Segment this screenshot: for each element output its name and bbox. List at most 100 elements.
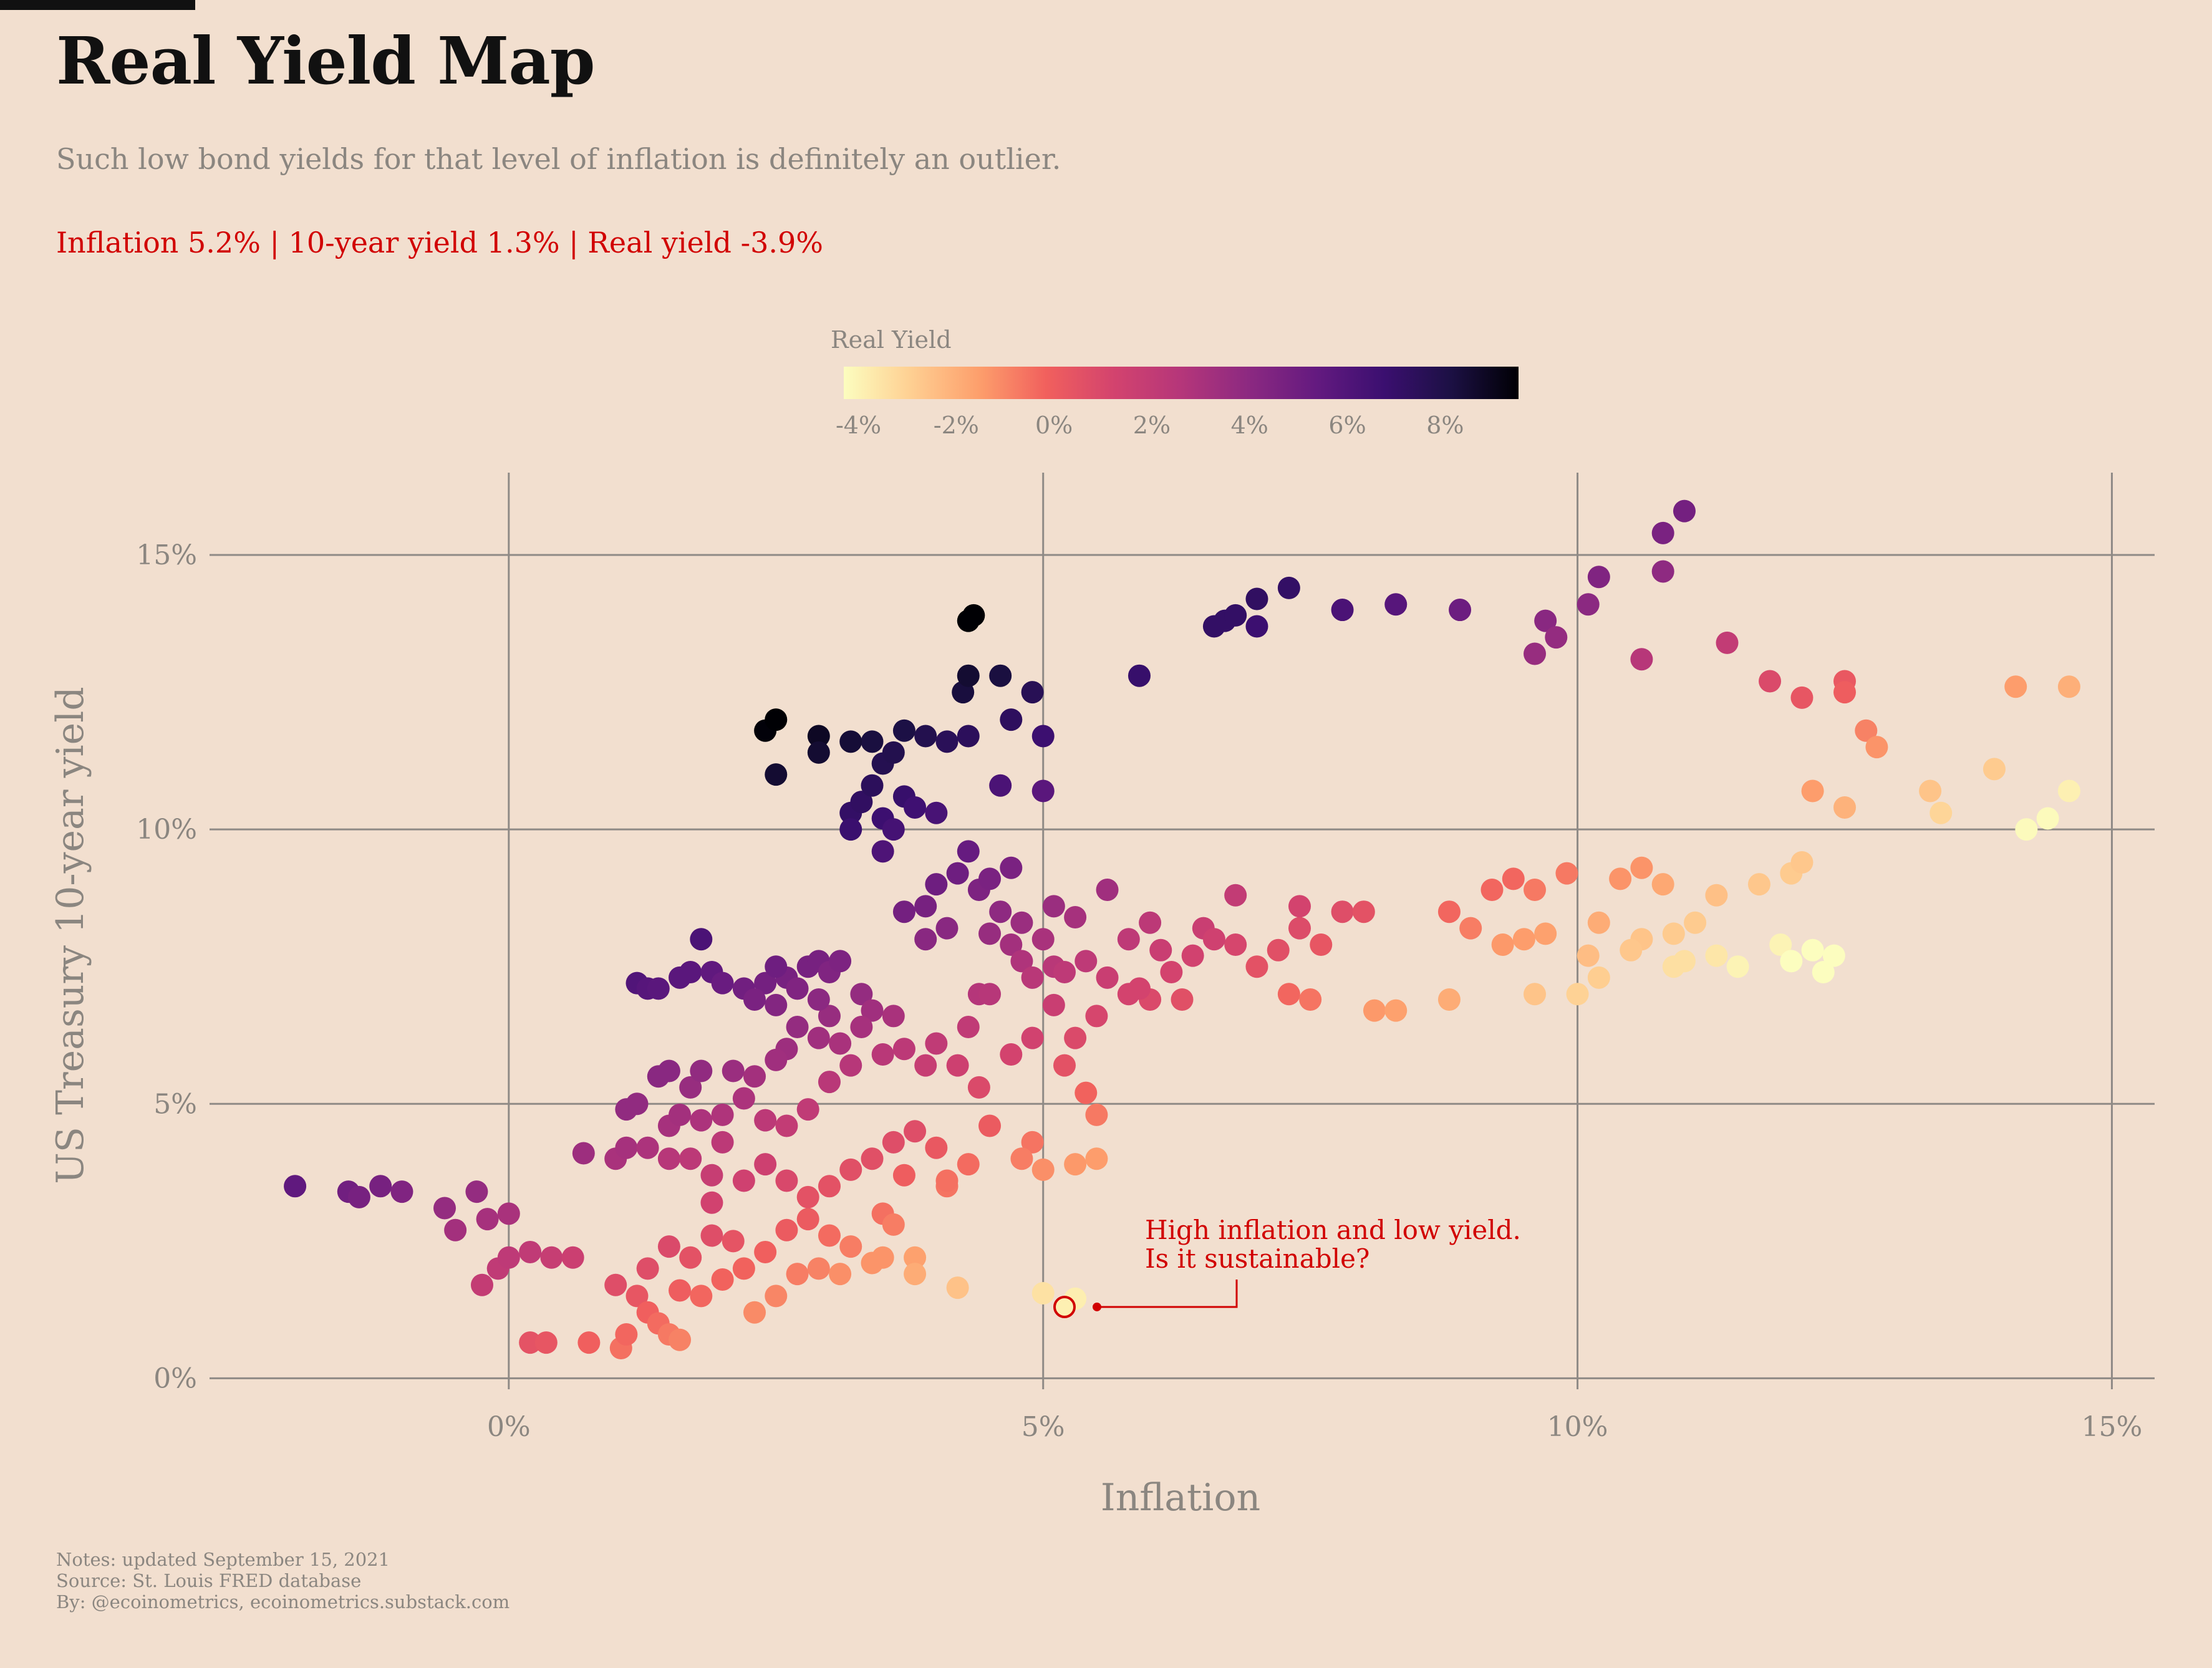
data-point	[839, 1235, 862, 1258]
data-point	[904, 796, 927, 819]
data-point	[1437, 988, 1461, 1011]
data-point	[1299, 988, 1322, 1011]
data-point	[711, 1268, 734, 1291]
data-point	[1684, 911, 1707, 934]
grid-lines	[210, 473, 2155, 1389]
data-point	[765, 955, 788, 978]
data-point	[850, 1016, 873, 1039]
data-point	[577, 1331, 601, 1354]
data-point	[1085, 1103, 1108, 1126]
data-point	[657, 1147, 680, 1170]
data-point	[732, 1087, 755, 1110]
data-point	[765, 993, 788, 1016]
data-point	[861, 730, 884, 753]
data-point	[818, 1071, 841, 1094]
data-point	[534, 1331, 558, 1354]
data-point	[1031, 725, 1055, 748]
data-point	[765, 1285, 788, 1308]
data-point	[754, 971, 777, 995]
data-point	[1352, 900, 1375, 923]
data-point	[765, 708, 788, 731]
data-point	[1139, 911, 1162, 934]
data-point	[818, 1224, 841, 1247]
data-point	[957, 664, 980, 687]
data-point	[636, 1257, 659, 1280]
data-point	[1224, 604, 1247, 627]
data-point	[743, 1301, 766, 1324]
data-point	[957, 725, 980, 748]
data-point	[1662, 922, 1685, 945]
data-point	[1577, 944, 1600, 967]
data-point	[892, 1038, 915, 1061]
data-point	[1075, 950, 1098, 973]
data-point	[1983, 758, 2006, 781]
data-point	[1042, 993, 1065, 1016]
legend-tick-label: 4%	[1231, 412, 1268, 439]
footer-source: Source: St. Louis FRED database	[56, 1570, 362, 1591]
data-point	[2036, 807, 2059, 830]
data-point	[743, 988, 766, 1011]
data-point	[946, 1276, 969, 1299]
data-point	[1128, 664, 1151, 687]
data-point	[347, 1185, 370, 1208]
top-accent-bar	[0, 0, 195, 10]
annotation-line-1: High inflation and low yield.	[1145, 1215, 1521, 1245]
x-axis-label: Inflation	[1101, 1476, 1260, 1520]
data-point	[465, 1180, 488, 1203]
data-point	[957, 1153, 980, 1176]
data-point	[1919, 779, 1942, 803]
y-tick-label: 15%	[136, 539, 197, 571]
data-point	[957, 840, 980, 863]
data-point	[1651, 521, 1674, 544]
data-point	[1812, 961, 1835, 984]
data-point	[669, 1279, 692, 1302]
data-point	[1117, 928, 1140, 951]
annotation: High inflation and low yield. Is it sust…	[1092, 1215, 1521, 1311]
data-point	[743, 1065, 766, 1088]
legend-tick-label: 6%	[1328, 412, 1366, 439]
data-point	[978, 922, 1002, 945]
data-point	[636, 1136, 659, 1159]
legend-colorbar	[844, 367, 1519, 399]
data-point	[369, 1175, 392, 1198]
stats-line: Inflation 5.2% | 10-year yield 1.3% | Re…	[56, 226, 824, 259]
data-point	[625, 1092, 649, 1116]
data-point	[1245, 955, 1268, 978]
annotation-line-2: Is it sustainable?	[1145, 1243, 1369, 1274]
data-point	[989, 664, 1012, 687]
data-point	[1042, 895, 1065, 918]
data-point	[690, 1059, 713, 1082]
data-point	[904, 1263, 927, 1286]
data-point	[861, 774, 884, 797]
data-point	[1031, 779, 1055, 803]
data-point	[1566, 983, 1589, 1006]
data-point	[1491, 933, 1514, 957]
data-point	[1031, 1158, 1055, 1181]
legend-title: Real Yield	[831, 326, 952, 354]
legend-tick-label: -2%	[934, 412, 979, 439]
data-point	[1822, 944, 1845, 967]
data-point	[829, 950, 852, 973]
data-point	[711, 1103, 734, 1126]
data-point	[1000, 933, 1023, 957]
data-point	[1705, 944, 1728, 967]
legend-tick-label: -4%	[836, 412, 881, 439]
data-point	[850, 983, 873, 1006]
data-point	[1833, 796, 1857, 819]
data-point	[1865, 736, 1888, 759]
data-point	[882, 1130, 905, 1154]
data-point	[861, 1147, 884, 1170]
data-point	[1384, 999, 1408, 1022]
data-point	[775, 1169, 798, 1192]
data-point	[850, 791, 873, 814]
data-point	[1524, 642, 1547, 665]
data-point	[925, 1032, 948, 1055]
data-point	[957, 1016, 980, 1039]
data-point	[754, 1240, 777, 1263]
x-tick-label: 10%	[1547, 1411, 1608, 1443]
data-point	[1021, 1026, 1044, 1049]
data-point	[722, 1230, 745, 1253]
data-point	[476, 1208, 499, 1231]
data-point	[1277, 576, 1300, 599]
x-tick-label: 15%	[2082, 1411, 2143, 1443]
